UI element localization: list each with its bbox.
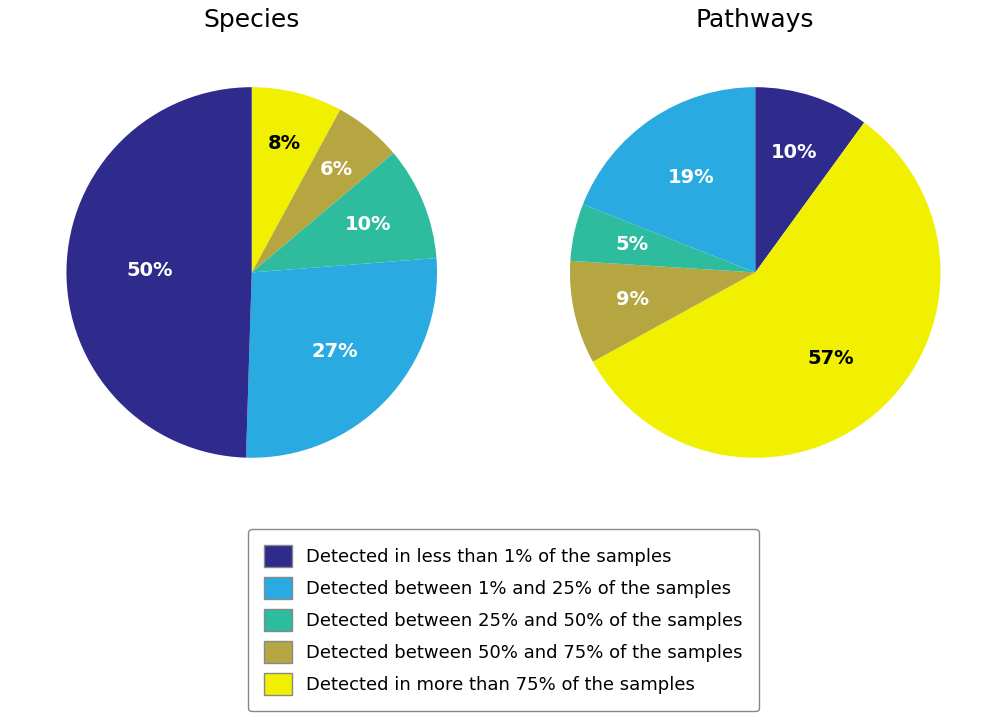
Wedge shape [252, 153, 436, 272]
Wedge shape [570, 261, 755, 361]
Text: 27%: 27% [311, 342, 358, 361]
Text: 57%: 57% [808, 349, 855, 368]
Text: 19%: 19% [668, 168, 714, 187]
Text: 50%: 50% [127, 262, 173, 280]
Wedge shape [246, 258, 437, 457]
Title: Pathways: Pathways [696, 8, 815, 32]
Wedge shape [66, 87, 252, 457]
Wedge shape [252, 87, 340, 272]
Wedge shape [252, 110, 394, 272]
Wedge shape [593, 123, 941, 457]
Text: 9%: 9% [616, 290, 649, 310]
Title: Species: Species [203, 8, 300, 32]
Legend: Detected in less than 1% of the samples, Detected between 1% and 25% of the samp: Detected in less than 1% of the samples,… [249, 529, 758, 711]
Wedge shape [583, 87, 755, 272]
Text: 10%: 10% [345, 215, 392, 234]
Wedge shape [755, 87, 864, 272]
Text: 10%: 10% [771, 143, 818, 162]
Text: 6%: 6% [319, 160, 352, 179]
Text: 5%: 5% [615, 235, 649, 255]
Wedge shape [570, 204, 755, 272]
Text: 8%: 8% [268, 133, 301, 153]
